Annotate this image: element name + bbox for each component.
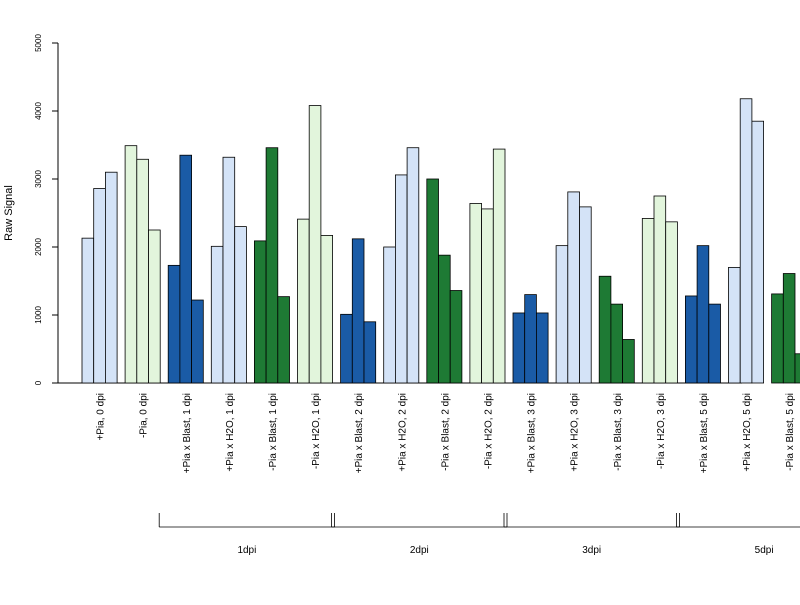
category-label: -Pia x H2O, 3 dpi	[656, 393, 667, 469]
bar	[579, 206, 592, 384]
bars	[81, 98, 800, 384]
y-tick-label: 4000	[34, 102, 43, 120]
bar	[383, 246, 396, 384]
y-tick-label: 0	[34, 380, 43, 385]
y-axis-title: Raw Signal	[3, 185, 15, 241]
bar	[297, 218, 310, 384]
category-label: -Pia x H2O, 1 dpi	[311, 393, 322, 469]
category-label: -Pia x Blast, 2 dpi	[440, 393, 451, 471]
category-label: +Pia x Blast, 3 dpi	[527, 393, 538, 473]
bar	[794, 353, 800, 384]
y-axis: 0 1000 2000 3000 4000 5000	[34, 34, 59, 385]
category-label: -Pia x Blast, 5 dpi	[785, 393, 796, 471]
category-label: +Pia, 0 dpi	[96, 393, 107, 441]
bar	[308, 105, 322, 384]
bar	[536, 312, 549, 384]
bar	[234, 226, 247, 384]
bar	[524, 294, 537, 384]
bar	[340, 313, 353, 384]
y-tick-label: 3000	[34, 170, 43, 188]
y-tick-label: 2000	[34, 238, 43, 256]
bar	[93, 188, 106, 384]
bar	[136, 158, 149, 384]
bar	[320, 235, 333, 384]
bar	[210, 245, 224, 384]
bar	[105, 171, 118, 384]
bar	[351, 238, 365, 384]
bar	[622, 339, 635, 384]
group-label: 2dpi	[410, 545, 429, 556]
bar	[253, 240, 267, 384]
bar	[665, 221, 678, 384]
bar	[222, 156, 236, 384]
category-label: -Pia x Blast, 3 dpi	[613, 393, 624, 471]
bar	[492, 148, 506, 384]
bar	[394, 174, 408, 384]
group-label: 3dpi	[582, 545, 601, 556]
bar	[739, 98, 753, 384]
bar	[81, 237, 95, 384]
bar	[751, 120, 765, 384]
bar	[653, 195, 667, 384]
bar	[438, 254, 451, 384]
category-label: -Pia x H2O, 2 dpi	[483, 393, 494, 469]
bar	[449, 290, 463, 384]
bar	[167, 264, 181, 384]
bar	[696, 245, 710, 384]
bar	[610, 303, 624, 384]
category-label: +Pia x H2O, 3 dpi	[570, 393, 581, 472]
category-label: +Pia x H2O, 2 dpi	[397, 393, 408, 472]
bar	[685, 295, 698, 384]
bar	[124, 145, 138, 384]
bar	[179, 154, 192, 384]
category-label: -Pia x Blast, 1 dpi	[268, 393, 279, 471]
bar	[148, 229, 161, 384]
bar	[265, 147, 279, 384]
bar	[567, 191, 580, 384]
bar	[363, 321, 377, 384]
bar	[598, 275, 612, 384]
bar	[782, 273, 796, 384]
category-label: +Pia x Blast, 2 dpi	[354, 393, 365, 473]
bar	[191, 299, 204, 384]
bar	[277, 296, 290, 384]
y-tick-label: 1000	[34, 306, 43, 324]
bar	[512, 312, 526, 384]
bar	[426, 178, 439, 384]
category-label: +Pia x Blast, 5 dpi	[699, 393, 710, 473]
y-tick-label: 5000	[34, 34, 43, 52]
category-label: +Pia x Blast, 1 dpi	[182, 393, 193, 473]
category-label: +Pia x H2O, 5 dpi	[742, 393, 753, 472]
bar	[708, 303, 721, 384]
bar	[406, 147, 420, 384]
bar	[728, 266, 741, 384]
bar	[481, 208, 494, 384]
group-label: 5dpi	[755, 545, 774, 556]
group-brackets: 1dpi 2dpi 3dpi 5dpi	[158, 513, 800, 556]
category-label: +Pia x H2O, 1 dpi	[225, 393, 236, 472]
bar	[771, 293, 784, 384]
bar	[555, 245, 569, 384]
group-label: 1dpi	[237, 545, 256, 556]
bar	[469, 203, 482, 384]
category-labels: +Pia, 0 dpi -Pia, 0 dpi +Pia x Blast, 1 dp…	[96, 393, 797, 473]
category-label: -Pia, 0 dpi	[139, 393, 150, 438]
bar	[641, 218, 655, 384]
